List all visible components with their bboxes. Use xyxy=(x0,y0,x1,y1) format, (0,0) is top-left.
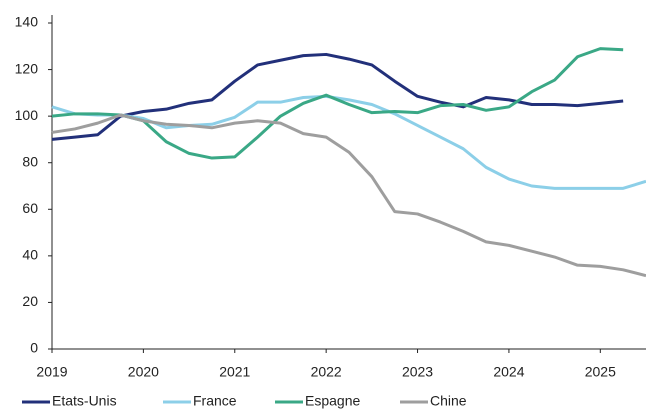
x-tick-label: 2023 xyxy=(402,364,433,380)
y-tick-label: 40 xyxy=(22,247,38,263)
x-tick-label: 2021 xyxy=(219,364,250,380)
x-tick-label: 2019 xyxy=(36,364,67,380)
y-tick-label: 0 xyxy=(30,340,38,356)
legend-label: Etats-Unis xyxy=(52,393,117,409)
y-tick-label: 60 xyxy=(22,200,38,216)
y-tick-label: 120 xyxy=(15,60,39,76)
x-tick-label: 2022 xyxy=(311,364,342,380)
line xyxy=(51,94,646,190)
legend-label: Espagne xyxy=(305,393,360,409)
y-tick-label: 100 xyxy=(15,107,39,123)
x-tick-label: 2020 xyxy=(128,364,159,380)
legend-label: France xyxy=(193,393,237,409)
line xyxy=(51,52,624,141)
x-tick-label: 2025 xyxy=(585,364,616,380)
line xyxy=(51,47,624,160)
line xyxy=(51,113,646,278)
legend-label: Chine xyxy=(430,393,467,409)
y-tick-label: 80 xyxy=(22,153,38,169)
y-tick-label: 20 xyxy=(22,293,38,309)
y-tick-label: 140 xyxy=(15,14,39,30)
x-tick-label: 2024 xyxy=(493,364,524,380)
